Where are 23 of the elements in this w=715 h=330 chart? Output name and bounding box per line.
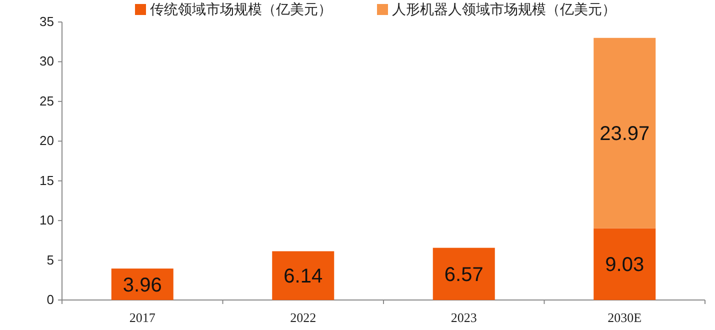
y-tick-label: 35 [40, 14, 54, 29]
legend-label: 传统领域市场规模（亿美元） [150, 1, 332, 17]
data-label: 6.57 [444, 264, 484, 286]
y-tick-label: 0 [46, 292, 54, 307]
y-tick-label: 10 [40, 212, 54, 228]
legend-label: 人形机器人领域市场规模（亿美元） [392, 1, 616, 17]
data-label: 9.03 [605, 254, 644, 276]
data-label: 6.14 [284, 266, 323, 288]
y-tick-label: 15 [40, 172, 54, 188]
y-tick-label: 30 [40, 54, 54, 69]
x-tick-label: 2023 [450, 310, 477, 325]
bar [432, 248, 495, 300]
x-tick-label: 2022 [290, 310, 316, 325]
y-tick-label: 20 [40, 133, 54, 148]
bar [594, 38, 656, 228]
bar [594, 228, 656, 300]
x-tick-label: 2030E [608, 310, 642, 325]
data-label: 3.96 [122, 274, 162, 296]
bar [272, 251, 334, 300]
x-tick-label: 2017 [129, 310, 156, 325]
data-label: 23.97 [600, 123, 650, 146]
y-tick-label: 25 [40, 93, 54, 108]
y-tick-label: 5 [46, 252, 54, 268]
